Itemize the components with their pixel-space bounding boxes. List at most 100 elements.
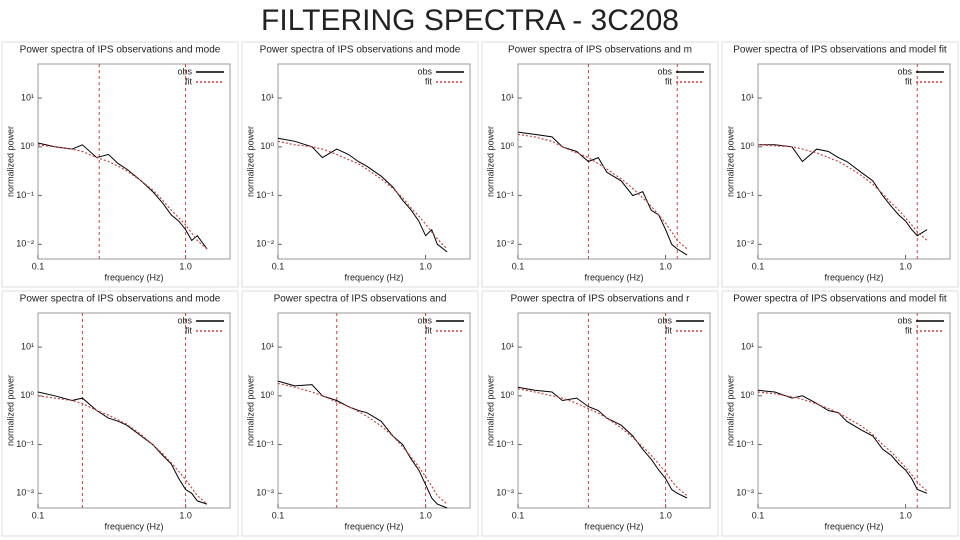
x-tick-label: 1.0 bbox=[179, 510, 192, 520]
legend-label: fit bbox=[425, 76, 433, 86]
x-axis-label: frequency (Hz) bbox=[344, 272, 403, 282]
y-tick-label: 10¹ bbox=[261, 92, 274, 102]
legend-label: obs bbox=[177, 315, 192, 325]
x-axis-label: frequency (Hz) bbox=[584, 521, 643, 531]
x-tick-label: 0.1 bbox=[752, 510, 765, 520]
y-tick-label: 10⁰ bbox=[500, 390, 514, 400]
legend-label: obs bbox=[417, 315, 432, 325]
y-tick-label: 10⁰ bbox=[20, 141, 34, 151]
plot-frame bbox=[757, 312, 951, 509]
y-tick-label: 10⁻¹ bbox=[496, 439, 514, 449]
slide-title: FILTERING SPECTRA - 3C208 bbox=[261, 4, 679, 37]
series-line bbox=[37, 395, 208, 505]
y-tick-label: 10¹ bbox=[501, 92, 514, 102]
panel-title: Power spectra of IPS observations and m bbox=[508, 45, 692, 56]
y-tick-label: 10⁻¹ bbox=[736, 190, 754, 200]
y-tick-label: 10⁻¹ bbox=[496, 190, 514, 200]
x-tick-label: 0.1 bbox=[32, 510, 45, 520]
series-line bbox=[37, 142, 208, 250]
x-axis-label: frequency (Hz) bbox=[824, 521, 883, 531]
y-tick-label: 10⁻² bbox=[496, 239, 514, 249]
legend-label: fit bbox=[905, 325, 913, 335]
y-axis-label: normalized power bbox=[245, 375, 255, 446]
series-line bbox=[517, 388, 688, 497]
y-tick-label: 10¹ bbox=[21, 92, 34, 102]
panel-background bbox=[241, 290, 479, 537]
plot-frame bbox=[37, 63, 231, 260]
y-tick-label: 10⁻² bbox=[736, 239, 754, 249]
y-tick-label: 10⁰ bbox=[260, 390, 274, 400]
y-axis-label: normalized power bbox=[5, 126, 15, 197]
y-tick-label: 10⁰ bbox=[20, 390, 34, 400]
panel-title: Power spectra of IPS observations and mo… bbox=[20, 294, 221, 305]
panel: Power spectra of IPS observations and mo… bbox=[1, 290, 239, 537]
series-line bbox=[757, 389, 928, 494]
panel-background bbox=[1, 290, 239, 537]
panel-title: Power spectra of IPS observations and mo… bbox=[20, 45, 221, 56]
series-line bbox=[277, 380, 448, 509]
y-axis-label: normalized power bbox=[725, 126, 735, 197]
x-tick-label: 0.1 bbox=[512, 510, 525, 520]
series-line bbox=[277, 382, 448, 505]
x-tick-label: 1.0 bbox=[179, 261, 192, 271]
y-tick-label: 10⁻¹ bbox=[256, 439, 274, 449]
legend-label: obs bbox=[657, 66, 672, 76]
y-axis-label: normalized power bbox=[485, 126, 495, 197]
x-tick-label: 0.1 bbox=[512, 261, 525, 271]
legend-label: fit bbox=[185, 76, 193, 86]
plot-frame bbox=[37, 312, 231, 509]
y-axis-label: normalized power bbox=[5, 375, 15, 446]
x-tick-label: 1.0 bbox=[899, 261, 912, 271]
y-tick-label: 10¹ bbox=[741, 341, 754, 351]
y-tick-label: 10¹ bbox=[741, 92, 754, 102]
series-line bbox=[37, 144, 208, 250]
panel-title: Power spectra of IPS observations and mo… bbox=[733, 45, 947, 56]
legend-label: fit bbox=[665, 76, 673, 86]
y-tick-label: 10¹ bbox=[501, 341, 514, 351]
plot-frame bbox=[277, 63, 471, 260]
y-axis-label: normalized power bbox=[245, 126, 255, 197]
panel-background bbox=[721, 41, 959, 288]
series-line bbox=[517, 131, 688, 256]
panel: Power spectra of IPS observations and m 1… bbox=[481, 41, 719, 288]
panel-title: Power spectra of IPS observations and mo… bbox=[260, 45, 461, 56]
plot-frame bbox=[277, 312, 471, 509]
y-axis-label: normalized power bbox=[485, 375, 495, 446]
plot-frame bbox=[517, 312, 711, 509]
panel-title: Power spectra of IPS observations and bbox=[274, 294, 447, 305]
x-axis-label: frequency (Hz) bbox=[104, 521, 163, 531]
legend-label: obs bbox=[897, 66, 912, 76]
y-tick-label: 10¹ bbox=[261, 341, 274, 351]
legend-label: fit bbox=[425, 325, 433, 335]
x-tick-label: 1.0 bbox=[419, 261, 432, 271]
y-tick-label: 10⁻² bbox=[256, 239, 274, 249]
x-tick-label: 1.0 bbox=[659, 510, 672, 520]
y-tick-label: 10¹ bbox=[21, 341, 34, 351]
series-line bbox=[277, 140, 448, 250]
x-axis-label: frequency (Hz) bbox=[104, 272, 163, 282]
series-line bbox=[37, 391, 208, 505]
x-tick-label: 1.0 bbox=[659, 261, 672, 271]
series-line bbox=[758, 144, 928, 237]
y-tick-label: 10⁻¹ bbox=[16, 439, 34, 449]
series-line bbox=[277, 137, 448, 253]
panel: Power spectra of IPS observations and mo… bbox=[1, 41, 239, 288]
panel: Power spectra of IPS observations and r 1… bbox=[481, 290, 719, 537]
x-axis-label: frequency (Hz) bbox=[344, 521, 403, 531]
y-axis-label: normalized power bbox=[725, 375, 735, 446]
panel: Power spectra of IPS observations and mo… bbox=[241, 41, 479, 288]
x-axis-label: frequency (Hz) bbox=[584, 272, 643, 282]
legend-label: obs bbox=[657, 315, 672, 325]
legend-label: fit bbox=[905, 76, 913, 86]
legend-label: obs bbox=[897, 315, 912, 325]
panel-title: Power spectra of IPS observations and mo… bbox=[733, 294, 947, 305]
panel: Power spectra of IPS observations and mo… bbox=[721, 41, 959, 288]
y-tick-label: 10⁰ bbox=[740, 390, 754, 400]
panel: Power spectra of IPS observations and mo… bbox=[721, 290, 959, 537]
x-axis-label: frequency (Hz) bbox=[824, 272, 883, 282]
x-tick-label: 1.0 bbox=[419, 510, 432, 520]
x-tick-label: 0.1 bbox=[272, 261, 285, 271]
x-tick-label: 0.1 bbox=[272, 510, 285, 520]
legend-label: obs bbox=[177, 66, 192, 76]
